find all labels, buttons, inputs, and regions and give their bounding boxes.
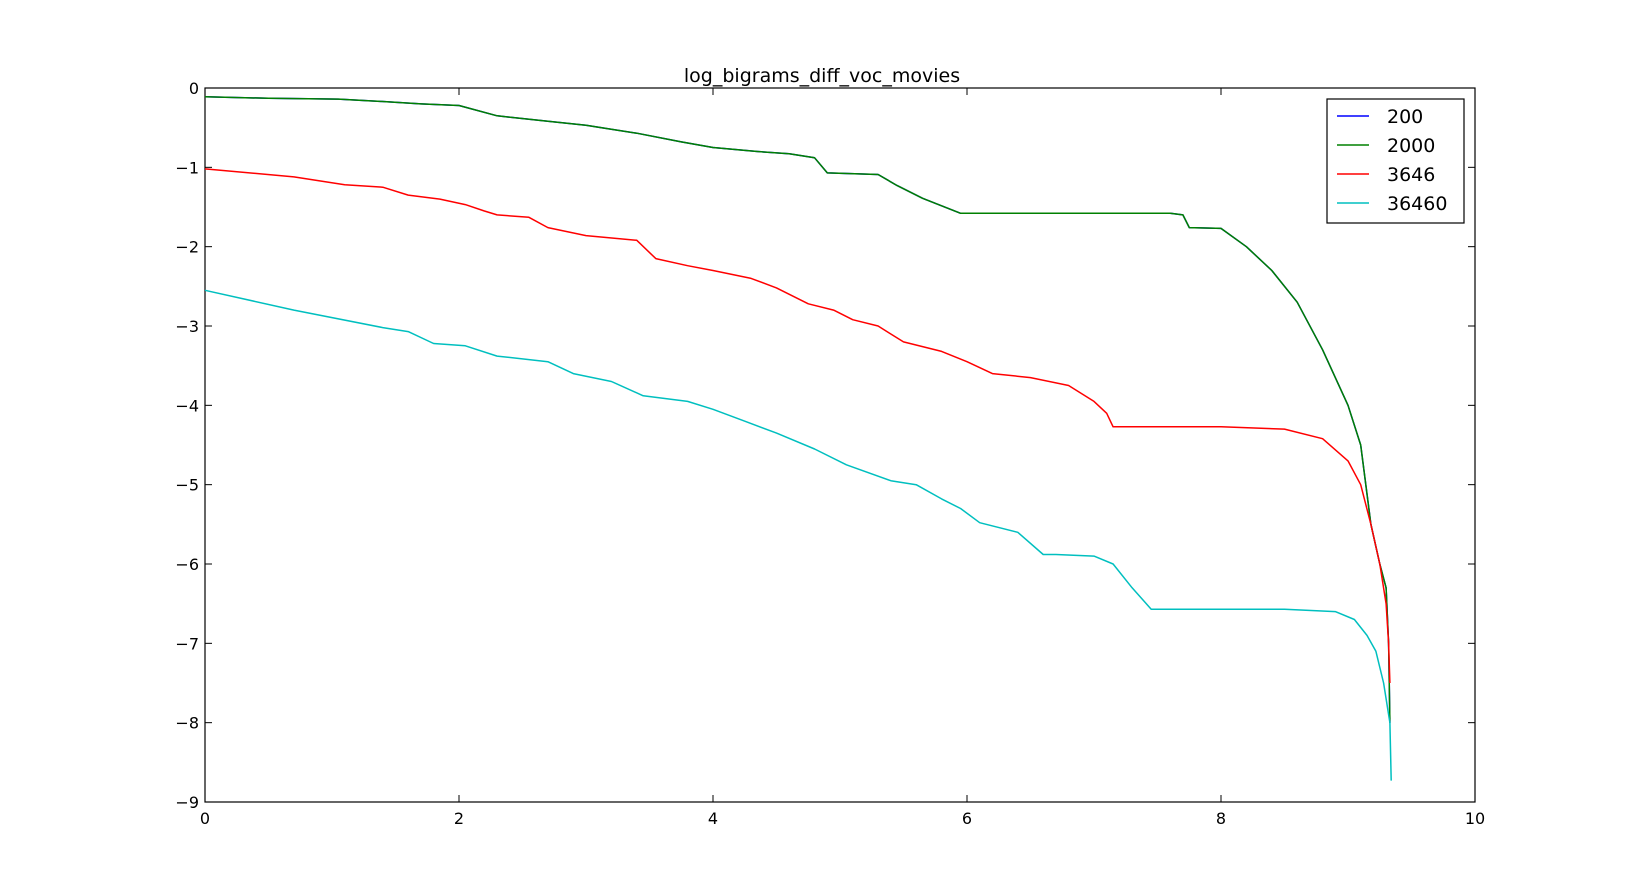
y-tick-label: −2 xyxy=(175,238,199,257)
y-tick-label: −7 xyxy=(175,634,199,653)
chart-title: log_bigrams_diff_voc_movies xyxy=(684,65,960,87)
legend-label: 2000 xyxy=(1387,135,1435,157)
x-tick-label: 2 xyxy=(454,809,464,828)
series-line-36460 xyxy=(204,289,1392,781)
series-line-2000 xyxy=(204,95,1391,723)
axes: 0 2 4 6 8 10 0 −1 −2 −3 −4 −5 −6 −7 −8 −9 xyxy=(175,79,1485,828)
x-tick-label: 0 xyxy=(200,809,210,828)
x-tick-label: 10 xyxy=(1465,809,1485,828)
series-layer xyxy=(204,95,1392,781)
legend-label: 3646 xyxy=(1387,164,1435,186)
y-tick-label: −6 xyxy=(175,555,199,574)
x-tick-label: 6 xyxy=(962,809,972,828)
y-tick-label: 0 xyxy=(189,79,199,98)
series-line-200 xyxy=(204,95,1391,723)
y-tick-label: −4 xyxy=(175,396,199,415)
y-tick-label: −3 xyxy=(175,317,199,336)
legend-label: 200 xyxy=(1387,106,1423,128)
legend: 200 2000 3646 36460 xyxy=(1326,98,1465,224)
legend-label: 36460 xyxy=(1387,193,1447,215)
y-tick-label: −9 xyxy=(175,793,199,812)
y-tick-label: −5 xyxy=(175,476,199,495)
y-tick-label: −8 xyxy=(175,714,199,733)
y-tick-label: −1 xyxy=(175,158,199,177)
x-tick-label: 4 xyxy=(708,809,718,828)
plot-frame xyxy=(204,87,1476,803)
series-line-3646 xyxy=(204,168,1391,684)
x-tick-label: 8 xyxy=(1216,809,1226,828)
